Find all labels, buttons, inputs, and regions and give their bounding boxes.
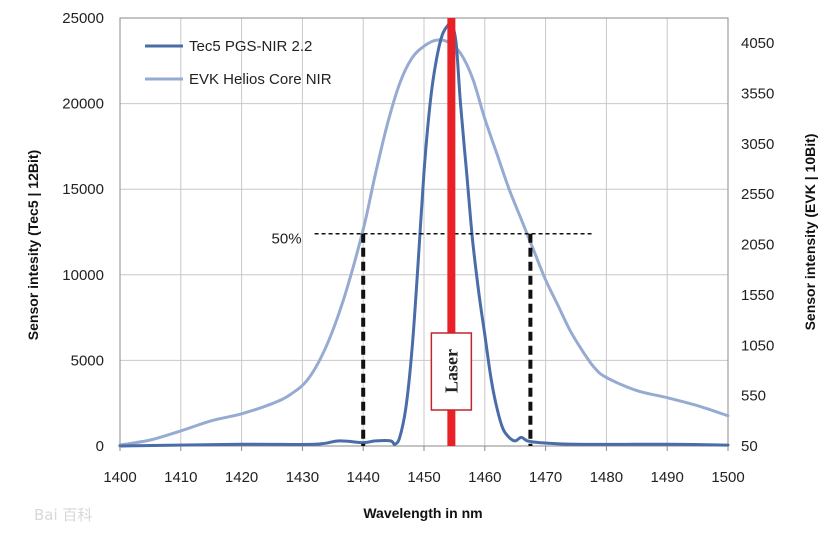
laser-label-box bbox=[430, 332, 473, 411]
right-y-tick-label: 50 bbox=[741, 438, 758, 455]
legend-label-tec5: Tec5 PGS-NIR 2.2 bbox=[189, 38, 312, 55]
laser-label: Laser bbox=[441, 349, 461, 393]
annotation-layer: 50% Laser bbox=[272, 18, 595, 446]
left-y-tick-label: 5000 bbox=[71, 352, 104, 369]
x-tick-label: 1450 bbox=[407, 469, 440, 486]
x-tick-label: 1500 bbox=[711, 469, 744, 486]
x-tick-label: 1400 bbox=[103, 469, 136, 486]
right-y-tick-label: 3550 bbox=[741, 86, 774, 103]
right-y-tick-label: 3050 bbox=[741, 136, 774, 153]
x-tick-label: 1480 bbox=[590, 469, 623, 486]
laser-line bbox=[447, 18, 456, 446]
x-tick-label: 1460 bbox=[468, 469, 501, 486]
x-tick-label: 1470 bbox=[529, 469, 562, 486]
tick-labels: 1400 1410 1420 1430 1440 1450 1460 1470 1480 1490… bbox=[62, 10, 774, 486]
right-axis-title: Sensor intensity (EVK | 10Bit) bbox=[802, 134, 818, 331]
right-y-tick-label: 2550 bbox=[741, 186, 774, 203]
left-axis-title: Sensor intesity (Tec5 | 12Bit) bbox=[25, 150, 41, 340]
right-y-tick-label: 4050 bbox=[741, 35, 774, 52]
x-tick-label: 1410 bbox=[164, 469, 197, 486]
legend: Tec5 PGS-NIR 2.2 EVK Helios Core NIR bbox=[145, 38, 332, 88]
watermark: Bai 百科 bbox=[34, 506, 92, 524]
left-y-tick-label: 0 bbox=[96, 438, 104, 455]
x-tick-label: 1490 bbox=[651, 469, 684, 486]
left-y-tick-label: 10000 bbox=[62, 267, 104, 284]
right-y-tick-label: 550 bbox=[741, 388, 766, 405]
x-tick-label: 1420 bbox=[225, 469, 258, 486]
right-y-tick-label: 1550 bbox=[741, 287, 774, 304]
left-y-tick-label: 15000 bbox=[62, 181, 104, 198]
x-axis-title: Wavelength in nm bbox=[363, 505, 482, 521]
x-tick-label: 1430 bbox=[286, 469, 319, 486]
right-y-tick-label: 2050 bbox=[741, 237, 774, 254]
left-y-tick-label: 20000 bbox=[62, 96, 104, 113]
legend-label-evk: EVK Helios Core NIR bbox=[189, 71, 332, 88]
half-max-label: 50% bbox=[272, 231, 302, 248]
x-tick-label: 1440 bbox=[347, 469, 380, 486]
left-y-tick-label: 25000 bbox=[62, 10, 104, 27]
right-y-tick-label: 1050 bbox=[741, 337, 774, 354]
